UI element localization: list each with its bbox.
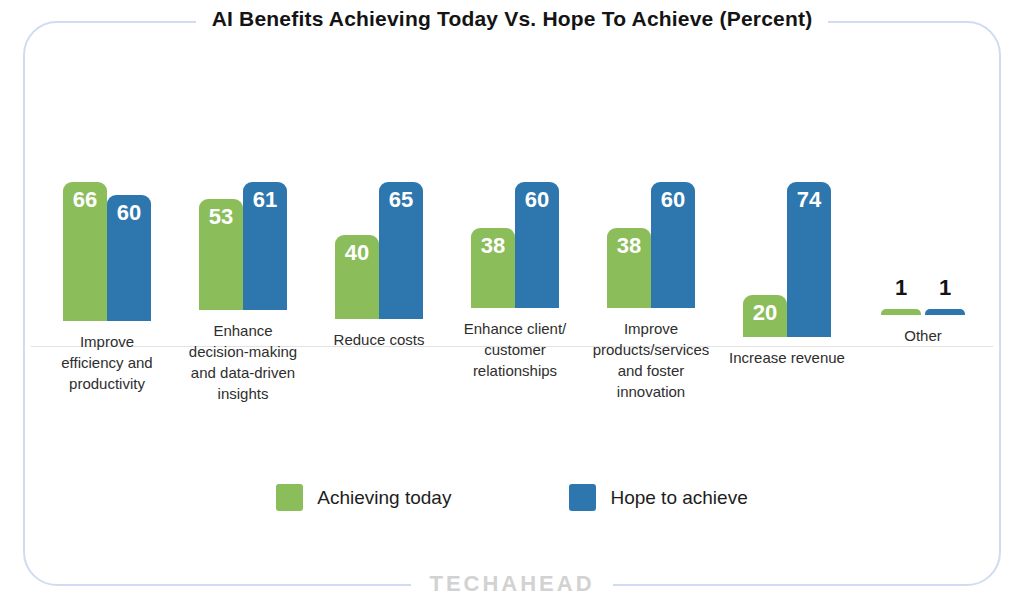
bar-value-label: 61 — [253, 186, 277, 214]
legend-swatch-blue — [569, 484, 596, 511]
bar-group: 6660Improve efficiency and productivity — [39, 186, 175, 346]
legend-label: Hope to achieve — [610, 487, 747, 509]
bar-value-label: 60 — [117, 199, 141, 227]
chart-title-text: AI Benefits Achieving Today Vs. Hope To … — [196, 7, 829, 30]
bar-column: 65 — [379, 186, 423, 319]
bar-group: 5361Enhance decision-making and data-dri… — [175, 186, 311, 346]
bar-pair: 11 — [879, 186, 967, 315]
bar-value-label: 60 — [525, 186, 549, 214]
bar-column: 66 — [63, 186, 107, 321]
bar-value-label: 60 — [661, 186, 685, 214]
bar-group: 3860Enhance client/ customer relationshi… — [447, 186, 583, 346]
legend: Achieving today Hope to achieve — [0, 484, 1024, 511]
bar-value-label: 65 — [389, 186, 413, 214]
bar-value-label: 1 — [939, 274, 951, 302]
legend-item-hope-to-achieve: Hope to achieve — [569, 484, 747, 511]
bar-column: 53 — [199, 203, 243, 310]
bar-value-label: 40 — [345, 239, 369, 267]
bar-value-label: 53 — [209, 203, 233, 231]
bar-pair: 38 60 — [471, 186, 559, 308]
legend-swatch-green — [276, 484, 303, 511]
category-label: Increase revenue — [729, 347, 845, 368]
bar-column: 1 — [879, 274, 923, 315]
chart-title: AI Benefits Achieving Today Vs. Hope To … — [0, 7, 1024, 31]
bar-group: 3860Improve products/services and foster… — [583, 186, 719, 346]
category-label: Enhance client/ customer relationships — [464, 318, 567, 381]
category-label: Other — [904, 325, 942, 346]
bar-hope-to-achieve — [925, 309, 965, 315]
bar-achieving-today — [881, 309, 921, 315]
category-label: Improve products/services and foster inn… — [593, 318, 710, 402]
bar-column: 61 — [243, 186, 287, 310]
bar-value-label: 66 — [73, 186, 97, 214]
category-label: Reduce costs — [334, 329, 425, 350]
bar-group: 2074Increase revenue — [719, 186, 855, 346]
bar-column: 40 — [335, 239, 379, 319]
category-label: Enhance decision-making and data-driven … — [189, 320, 297, 404]
category-label: Improve efficiency and productivity — [61, 331, 152, 394]
bar-column: 60 — [651, 186, 695, 308]
bar-pair: 66 60 — [63, 186, 151, 321]
legend-label: Achieving today — [317, 487, 451, 509]
bar-column: 74 — [787, 186, 831, 337]
bar-pair: 38 60 — [607, 186, 695, 308]
bar-pair: 2074 — [743, 186, 831, 337]
bar-group: 4065Reduce costs — [311, 186, 447, 346]
bar-column: 38 — [471, 232, 515, 308]
bar-column: 20 — [743, 299, 787, 337]
bar-column: 1 — [923, 274, 967, 315]
bar-group: 11Other — [855, 186, 991, 346]
bar-value-label: 1 — [895, 274, 907, 302]
bar-value-label: 38 — [617, 232, 641, 260]
bar-value-label: 74 — [797, 186, 821, 214]
bar-column: 60 — [515, 186, 559, 308]
techahead-logo-text: TECHAHEAD — [411, 571, 612, 596]
techahead-logo: TECHAHEAD — [0, 571, 1024, 597]
bar-value-label: 38 — [481, 232, 505, 260]
bar-pair: 40 65 — [335, 186, 423, 319]
plot-area: 6660Improve efficiency and productivity5… — [39, 186, 991, 346]
bar-column: 38 — [607, 232, 651, 308]
bar-pair: 53 61 — [199, 186, 287, 310]
bar-column: 60 — [107, 199, 151, 321]
bar-value-label: 20 — [753, 299, 777, 327]
legend-item-achieving-today: Achieving today — [276, 484, 451, 511]
